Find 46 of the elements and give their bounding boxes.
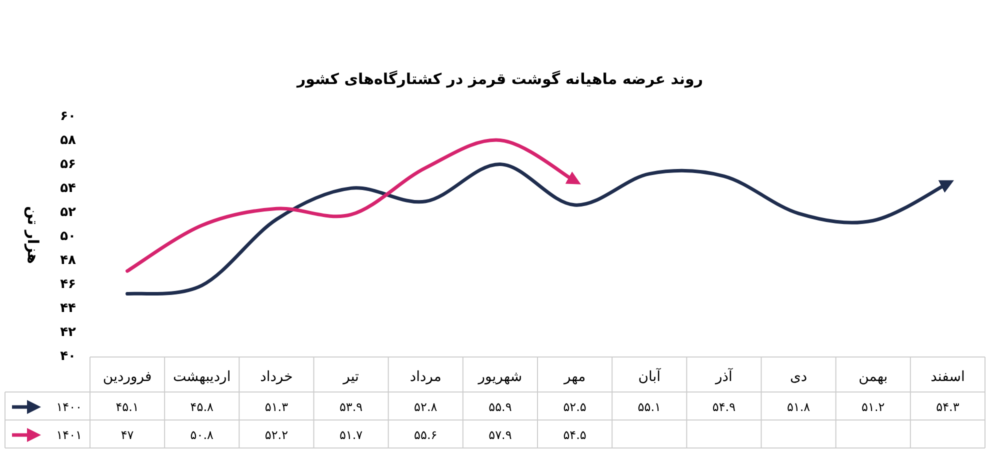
data-label: ۵۱.۸ [786, 400, 811, 414]
data-label: ۵۱.۲ [862, 400, 885, 414]
x-tick-label: بهمن [858, 369, 888, 385]
data-label: ۵۱.۳ [264, 400, 289, 414]
data-label: ۵۴.۹ [712, 400, 736, 414]
data-label: ۵۳.۹ [339, 400, 363, 414]
chart-title: روند عرضه ماهیانه گوشت قرمز در کشتارگاه‌های کشور [296, 70, 704, 88]
data-label: ۵۷.۹ [488, 428, 512, 442]
y-tick-label: ۵۲ [60, 205, 76, 220]
data-label: ۵۲.۵ [563, 400, 586, 414]
data-label: ۵۵.۹ [488, 400, 512, 414]
data-label: ۵۴.۵ [563, 428, 586, 442]
data-label: ۵۰.۸ [190, 428, 214, 442]
y-tick-label: ۶۰ [60, 109, 76, 124]
x-tick-label: تیر [342, 369, 360, 385]
data-label: ۴۷ [120, 428, 134, 442]
data-label: ۴۵.۱ [116, 400, 139, 414]
data-label: ۵۵.۶ [414, 428, 438, 442]
x-tick-label: فروردین [102, 369, 152, 385]
legend-label: ۱۴۰۱ [56, 428, 82, 442]
x-tick-label: شهریور [477, 369, 522, 385]
data-label: ۵۴.۳ [936, 400, 960, 414]
data-label: ۵۲.۸ [414, 400, 438, 414]
data-label: ۵۱.۷ [339, 428, 364, 442]
y-axis-title: هزار تن [24, 206, 42, 264]
y-tick-label: ۵۰ [60, 229, 76, 244]
y-tick-label: ۴۶ [60, 277, 76, 292]
x-tick-label: آبان [638, 367, 662, 385]
x-tick-label: مهر [562, 369, 586, 385]
data-label: ۵۵.۱ [638, 400, 661, 414]
y-tick-label: ۴۲ [60, 325, 76, 340]
x-tick-label: اسفند [930, 369, 965, 385]
y-tick-label: ۵۸ [60, 133, 76, 148]
data-label: ۵۲.۲ [264, 428, 288, 442]
y-tick-label: ۴۸ [60, 253, 76, 268]
y-tick-label: ۴۰ [60, 349, 76, 364]
x-tick-label: خرداد [260, 369, 293, 385]
legend-label: ۱۴۰۰ [56, 400, 82, 414]
y-tick-label: ۵۶ [60, 157, 76, 172]
x-tick-label: اردیبهشت [173, 369, 231, 385]
x-tick-label: آذر [714, 367, 734, 385]
x-tick-label: دی [790, 369, 808, 385]
data-label: ۴۵.۸ [190, 400, 214, 414]
y-tick-label: ۵۴ [60, 181, 76, 196]
x-tick-label: مرداد [410, 369, 442, 385]
y-tick-label: ۴۴ [60, 301, 76, 316]
